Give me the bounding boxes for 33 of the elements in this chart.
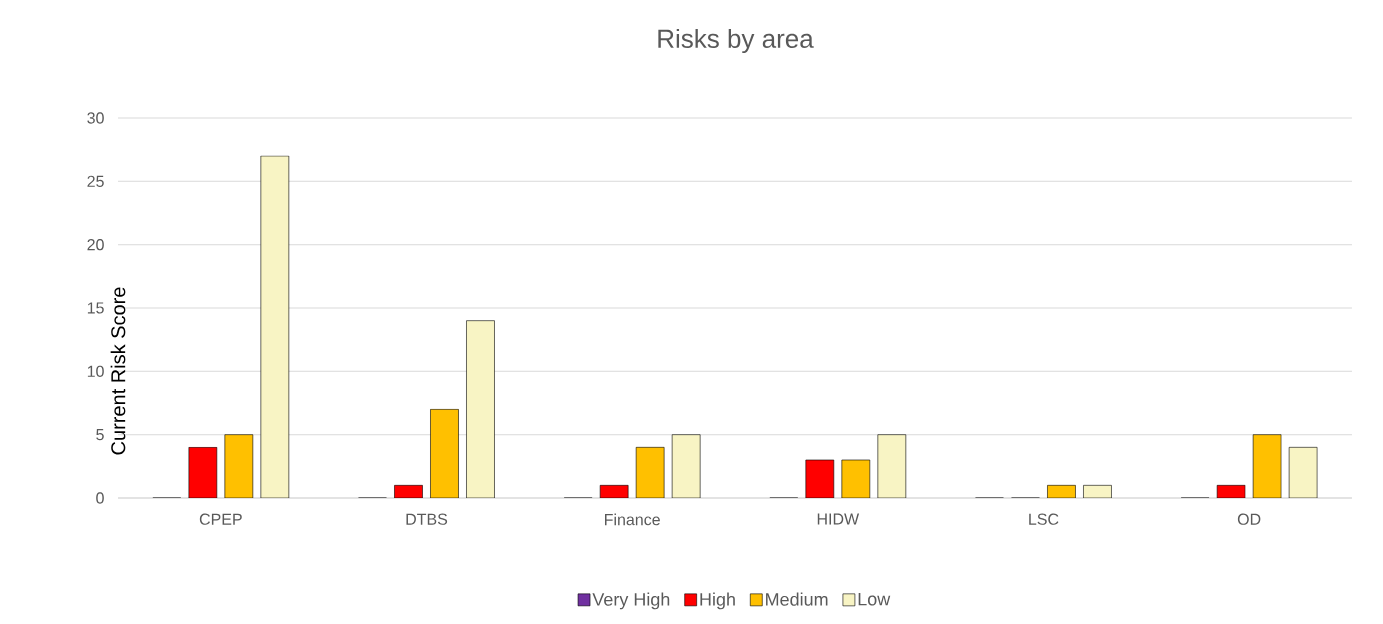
bar — [671, 434, 701, 498]
y-tick-label: 25 — [87, 175, 104, 187]
x-tick-label: Finance — [605, 513, 660, 526]
y-tick-label: 5 — [96, 429, 104, 441]
bar — [1252, 434, 1282, 498]
y-tick-label: 0 — [96, 492, 104, 504]
bar — [1047, 485, 1076, 498]
x-tick-label: CPEP — [199, 513, 242, 525]
bar — [877, 434, 907, 498]
x-tick-label: HIDW — [817, 513, 860, 525]
x-tick-label: LSC — [1029, 513, 1059, 525]
bar — [805, 459, 835, 498]
y-tick-label: 30 — [87, 112, 104, 124]
bar — [841, 459, 871, 498]
bar — [188, 447, 218, 498]
bar — [224, 434, 254, 498]
bar — [635, 447, 665, 498]
legend-label: Medium — [766, 592, 828, 606]
y-tick-label: 10 — [87, 365, 104, 377]
x-tick-label: OD — [1237, 513, 1261, 525]
bar — [430, 409, 459, 498]
chart-title: Risks by area — [658, 28, 814, 54]
legend-label: Very High — [592, 592, 670, 610]
bar — [466, 320, 495, 498]
y-tick-label: 20 — [87, 239, 104, 251]
x-tick-label: DTBS — [406, 513, 448, 525]
legend-label: High — [700, 592, 735, 610]
y-axis-title: Current Risk Score — [110, 287, 126, 455]
legend-label: Low — [858, 592, 891, 606]
bar — [1083, 485, 1112, 498]
bar — [1288, 447, 1318, 498]
bar — [260, 155, 290, 498]
y-tick-label: 15 — [87, 302, 104, 314]
